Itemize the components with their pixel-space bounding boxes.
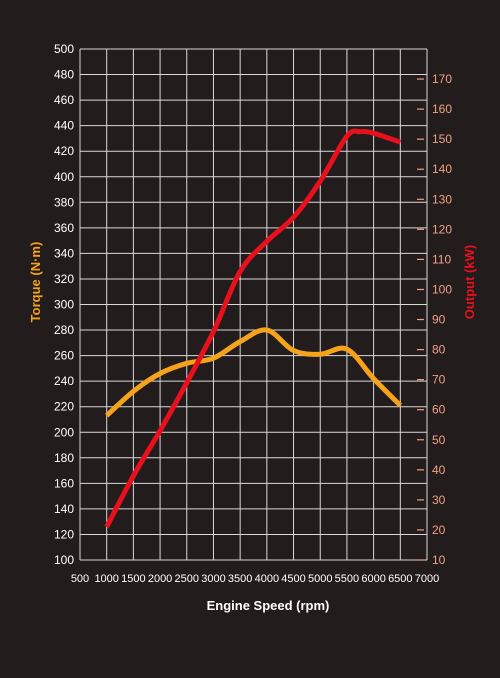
y-right-tick-label: 70 [432, 373, 446, 387]
y-left-tick-label: 100 [54, 553, 74, 567]
y-left-tick-label: 420 [54, 144, 74, 158]
y-left-tick-label: 400 [54, 170, 74, 184]
output-line [104, 128, 402, 529]
x-tick-label: 1500 [121, 573, 145, 585]
y-right-tick-label: 40 [432, 463, 446, 477]
x-tick-label: 2000 [148, 573, 172, 585]
y-right-tick-label: 10 [432, 553, 446, 567]
y-left-tick-label: 480 [54, 68, 74, 82]
axis-ticks: 100 120 140 160 180 200 220 240 260 280 300 320 340 3… [54, 42, 452, 585]
y-right-tick-label: 100 [432, 282, 452, 296]
y-left-tick-label: 280 [54, 323, 74, 337]
y-left-tick-label: 140 [54, 502, 74, 516]
y-left-tick-label: 340 [54, 246, 74, 260]
torque-line [105, 327, 403, 418]
y-right-tick-label: 160 [432, 102, 452, 116]
x-tick-label: 4500 [281, 573, 305, 585]
x-tick-label: 7000 [415, 573, 439, 585]
x-tick-label: 6500 [388, 573, 412, 585]
y-right-tick-label: 140 [432, 162, 452, 176]
y-left-tick-label: 440 [54, 119, 74, 133]
x-tick-label: 5000 [308, 573, 332, 585]
y-left-tick-label: 260 [54, 349, 74, 363]
y-left-tick-label: 200 [54, 425, 74, 439]
series-layer [104, 128, 403, 529]
y-right-tick-label: 120 [432, 222, 452, 236]
y-left-tick-label: 160 [54, 476, 74, 490]
y-axis-right-label: Output (kW) [462, 245, 477, 319]
y-right-tick-label: 130 [432, 192, 452, 206]
y-right-tick-label: 80 [432, 343, 446, 357]
y-right-tick-label: 30 [432, 493, 446, 507]
y-left-tick-label: 300 [54, 298, 74, 312]
x-axis-label: Engine Speed (rpm) [207, 598, 330, 613]
y-right-tick-label: 20 [432, 523, 446, 537]
y-axis-left-label: Torque (N·m) [28, 242, 43, 323]
y-left-tick-label: 180 [54, 451, 74, 465]
y-right-tick-label: 60 [432, 403, 446, 417]
x-tick-label: 3000 [201, 573, 225, 585]
x-tick-label: 500 [71, 573, 89, 585]
y-left-tick-label: 460 [54, 93, 74, 107]
y-left-tick-label: 500 [54, 42, 74, 56]
y-left-tick-label: 240 [54, 374, 74, 388]
y-right-tick-label: 90 [432, 313, 446, 327]
y-right-tick-label: 110 [432, 252, 451, 266]
x-tick-label: 2500 [175, 573, 199, 585]
y-right-tick-label: 150 [432, 132, 452, 146]
x-tick-label: 5500 [335, 573, 359, 585]
y-left-tick-label: 380 [54, 195, 74, 209]
y-right-tick-label: 170 [432, 72, 452, 86]
y-left-tick-label: 360 [54, 221, 74, 235]
y-left-tick-label: 220 [54, 400, 74, 414]
y-left-tick-label: 320 [54, 272, 74, 286]
x-tick-label: 4000 [255, 573, 279, 585]
x-tick-label: 6000 [361, 573, 385, 585]
x-tick-label: 1000 [94, 573, 118, 585]
x-tick-label: 3500 [228, 573, 252, 585]
y-right-tick-label: 50 [432, 433, 446, 447]
y-left-tick-label: 120 [54, 527, 74, 541]
